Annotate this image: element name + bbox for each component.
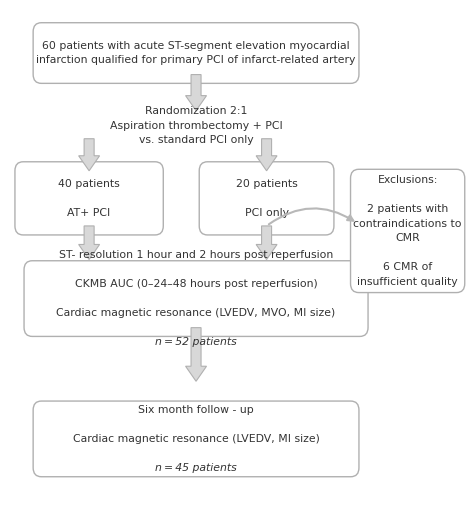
Polygon shape	[186, 75, 207, 111]
Text: contraindications to: contraindications to	[354, 219, 462, 229]
Text: 60 patients with acute ST-segment elevation myocardial: 60 patients with acute ST-segment elevat…	[42, 41, 350, 51]
Text: 2 patients with: 2 patients with	[367, 204, 448, 214]
Text: ST- resolution 1 hour and 2 hours post reperfusion: ST- resolution 1 hour and 2 hours post r…	[59, 250, 333, 260]
FancyBboxPatch shape	[15, 162, 163, 235]
Text: insufficient quality: insufficient quality	[357, 277, 458, 287]
Polygon shape	[256, 139, 277, 171]
Text: 20 patients: 20 patients	[236, 179, 298, 189]
Text: Cardiac magnetic resonance (LVEDV, MI size): Cardiac magnetic resonance (LVEDV, MI si…	[73, 434, 319, 444]
Text: 40 patients: 40 patients	[58, 179, 120, 189]
Text: Aspiration thrombectomy + PCI: Aspiration thrombectomy + PCI	[109, 121, 283, 130]
FancyBboxPatch shape	[199, 162, 334, 235]
Text: 6 CMR of: 6 CMR of	[383, 263, 432, 272]
Text: Exclusions:: Exclusions:	[377, 175, 438, 185]
Text: CKMB AUC (0–24–48 hours post reperfusion): CKMB AUC (0–24–48 hours post reperfusion…	[75, 279, 318, 289]
Text: Six month follow - up: Six month follow - up	[138, 405, 254, 415]
FancyBboxPatch shape	[24, 261, 368, 336]
Text: PCI only: PCI only	[245, 208, 289, 218]
Text: vs. standard PCI only: vs. standard PCI only	[139, 135, 254, 145]
Text: n = 52 patients: n = 52 patients	[155, 337, 237, 347]
Text: n = 45 patients: n = 45 patients	[155, 463, 237, 473]
Polygon shape	[256, 226, 277, 259]
Text: Randomization 2:1: Randomization 2:1	[145, 106, 247, 116]
FancyBboxPatch shape	[351, 169, 465, 292]
Text: CMR: CMR	[395, 233, 420, 243]
Text: infarction qualified for primary PCI of infarct-related artery: infarction qualified for primary PCI of …	[36, 55, 356, 65]
FancyBboxPatch shape	[33, 401, 359, 477]
FancyBboxPatch shape	[33, 23, 359, 84]
Polygon shape	[79, 226, 100, 259]
Polygon shape	[79, 139, 100, 171]
Text: Cardiac magnetic resonance (LVEDV, MVO, MI size): Cardiac magnetic resonance (LVEDV, MVO, …	[56, 308, 336, 318]
Text: AT+ PCI: AT+ PCI	[67, 208, 111, 218]
Polygon shape	[186, 328, 207, 381]
